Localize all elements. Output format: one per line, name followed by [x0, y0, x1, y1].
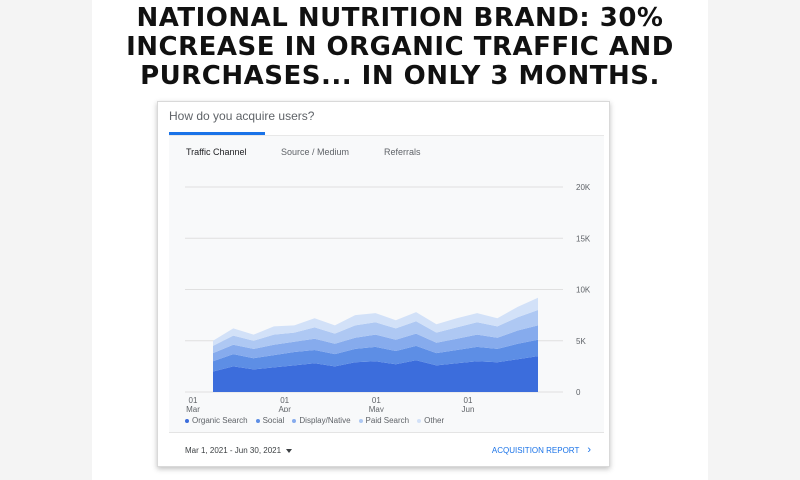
date-range-selector[interactable]: Mar 1, 2021 - Jun 30, 2021 — [185, 446, 293, 455]
legend-label-organic: Organic Search — [192, 416, 248, 425]
series-area-paid-search — [213, 310, 538, 354]
acquisition-card: How do you acquire users? Traffic Channe… — [157, 101, 610, 467]
tab-referrals[interactable]: Referrals — [384, 147, 421, 157]
series-area-display-native — [213, 325, 538, 362]
acquisition-report-label: ACQUISITION REPORT — [491, 446, 580, 455]
legend-dot-organic — [185, 418, 189, 423]
headline: NATIONAL NUTRITION BRAND: 30% INCREASE I… — [92, 4, 708, 91]
footer-divider — [169, 432, 604, 433]
y-tick-label: 5K — [576, 337, 586, 346]
chevron-right-icon: › — [587, 444, 591, 456]
series-area-other — [213, 297, 538, 346]
x-tick-month: May — [369, 405, 384, 412]
legend-label-social: Social — [262, 416, 285, 425]
x-tick-month: Mar — [186, 405, 200, 412]
legend-dot-display — [292, 418, 297, 423]
tab-traffic-channel[interactable]: Traffic Channel — [186, 147, 247, 157]
acquisition-report-link[interactable]: ACQUISITION REPORT › — [492, 444, 591, 456]
card-title-underline — [169, 132, 265, 135]
x-tick-month: Apr — [278, 405, 291, 412]
y-tick-label: 0 — [576, 388, 581, 397]
caret-down-icon — [286, 448, 293, 453]
series-area-social — [213, 339, 538, 372]
legend-label-paid: Paid Search — [365, 416, 410, 425]
legend-organic-search[interactable]: Organic Search — [185, 416, 248, 425]
headline-line-2: INCREASE IN ORGANIC TRAFFIC AND — [126, 32, 674, 62]
date-range-label: Mar 1, 2021 - Jun 30, 2021 — [185, 446, 282, 455]
card-title-divider — [169, 135, 604, 136]
legend-display-native[interactable]: Display/Native — [292, 416, 351, 425]
legend-dot-other — [417, 418, 422, 423]
y-tick-label: 15K — [576, 234, 591, 243]
legend-paid-search[interactable]: Paid Search — [358, 416, 410, 425]
tab-source-medium[interactable]: Source / Medium — [281, 147, 350, 157]
right-margin — [708, 0, 800, 480]
series-area-organic-search — [213, 356, 538, 392]
left-margin — [0, 0, 92, 480]
x-tick-month: Jun — [462, 405, 475, 412]
chart-legend: Organic Search Social Display/Native Pai… — [185, 416, 444, 425]
legend-label-display: Display/Native — [299, 416, 351, 425]
x-tick-day: 01 — [280, 396, 289, 405]
legend-social[interactable]: Social — [255, 416, 285, 425]
x-tick-day: 01 — [464, 396, 473, 405]
y-tick-label: 20K — [576, 183, 591, 192]
y-tick-label: 10K — [576, 286, 591, 295]
legend-dot-paid — [358, 418, 363, 423]
x-tick-day: 01 — [372, 396, 381, 405]
x-tick-day: 01 — [189, 396, 198, 405]
legend-label-other: Other — [424, 416, 445, 425]
headline-line-1: NATIONAL NUTRITION BRAND: 30% — [136, 3, 664, 33]
card-title: How do you acquire users? — [169, 109, 315, 123]
legend-other[interactable]: Other — [417, 416, 444, 425]
legend-dot-social — [255, 418, 260, 423]
headline-line-3: PURCHASES... IN ONLY 3 MONTHS. — [140, 61, 660, 91]
